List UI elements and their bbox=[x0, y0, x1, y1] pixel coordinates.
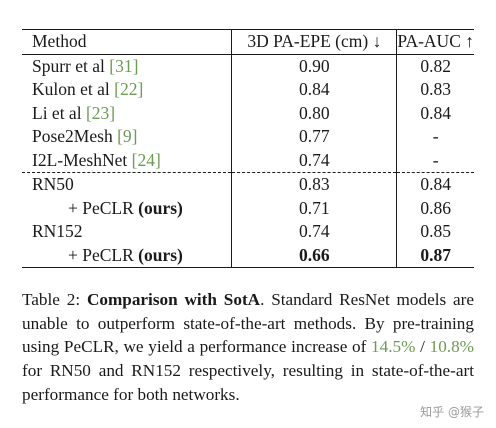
caption-label: Table 2: bbox=[22, 290, 87, 309]
row-method: RN152 bbox=[32, 221, 83, 241]
rn152-increase-link[interactable]: 10.8% bbox=[429, 337, 474, 357]
citation-link[interactable]: [31] bbox=[109, 55, 139, 76]
row-method: Pose2Mesh [9] bbox=[32, 126, 138, 146]
row-pa-epe: 0.74 bbox=[231, 220, 397, 244]
table-row: RN152 0.74 0.85 bbox=[22, 220, 474, 244]
row-pa-auc: 0.84 bbox=[396, 101, 474, 125]
row-method: Kulon et al [22] bbox=[32, 79, 144, 99]
row-pa-auc: - bbox=[396, 148, 474, 173]
header-pa-epe: 3D PA-EPE (cm) ↓ bbox=[231, 29, 397, 55]
comparison-table-container: Method 3D PA-EPE (cm) ↓ PA-AUC ↑ Spurr e… bbox=[22, 29, 474, 268]
row-method: + PeCLR (ours) bbox=[22, 243, 232, 268]
table-row: + PeCLR (ours) 0.66 0.87 bbox=[22, 243, 474, 268]
citation-link[interactable]: [9] bbox=[117, 126, 138, 146]
row-pa-epe: 0.77 bbox=[231, 125, 397, 149]
citation-link[interactable]: [23] bbox=[85, 102, 116, 123]
table-row: RN50 0.83 0.84 bbox=[22, 172, 474, 197]
rn50-increase-link[interactable]: 14.5% bbox=[371, 337, 416, 357]
row-pa-epe: 0.84 bbox=[231, 78, 397, 102]
table-row: + PeCLR (ours) 0.71 0.86 bbox=[22, 196, 474, 220]
citation-link[interactable]: [22] bbox=[114, 79, 144, 99]
row-method: RN50 bbox=[22, 172, 232, 197]
row-pa-auc: 0.85 bbox=[396, 220, 474, 244]
table-header-row: Method 3D PA-EPE (cm) ↓ PA-AUC ↑ bbox=[22, 29, 474, 55]
row-pa-epe: 0.71 bbox=[231, 196, 397, 220]
citation-link[interactable]: [24] bbox=[131, 149, 161, 170]
header-pa-auc: PA-AUC ↑ bbox=[396, 29, 474, 55]
row-pa-epe: 0.90 bbox=[231, 53, 397, 78]
row-pa-epe: 0.74 bbox=[231, 148, 397, 173]
row-pa-epe: 0.80 bbox=[231, 101, 397, 125]
row-method: I2L-MeshNet [24] bbox=[32, 149, 161, 170]
table-row: Spurr et al [31] 0.90 0.82 bbox=[22, 53, 474, 78]
table-row: Kulon et al [22] 0.84 0.83 bbox=[22, 78, 474, 102]
table-row: Pose2Mesh [9] 0.77 - bbox=[22, 125, 474, 149]
row-pa-auc: 0.87 bbox=[396, 243, 474, 268]
row-pa-epe: 0.66 bbox=[231, 243, 397, 268]
caption-paragraph: Table 2: Comparison with SotA. Standard … bbox=[22, 290, 475, 404]
row-method: + PeCLR (ours) bbox=[68, 197, 183, 218]
row-pa-auc: 0.86 bbox=[396, 196, 474, 220]
comparison-table: Method 3D PA-EPE (cm) ↓ PA-AUC ↑ Spurr e… bbox=[22, 29, 474, 268]
row-pa-auc: 0.83 bbox=[396, 78, 474, 102]
row-method: Spurr et al [31] bbox=[22, 53, 232, 78]
table-row: Li et al [23] 0.80 0.84 bbox=[22, 101, 474, 125]
row-method: Li et al [23] bbox=[32, 102, 116, 123]
row-pa-auc: 0.82 bbox=[396, 53, 474, 78]
caption-title: Comparison with SotA bbox=[86, 290, 261, 309]
row-pa-auc: 0.84 bbox=[396, 172, 474, 197]
zhihu-watermark: 知乎 @猴子 bbox=[418, 403, 486, 420]
header-method: Method bbox=[22, 29, 232, 54]
row-pa-epe: 0.83 bbox=[231, 172, 397, 197]
table-caption: Table 2: Comparison with SotA. Standard … bbox=[22, 288, 474, 407]
row-pa-auc: - bbox=[396, 125, 474, 149]
table-row: I2L-MeshNet [24] 0.74 - bbox=[22, 148, 474, 173]
